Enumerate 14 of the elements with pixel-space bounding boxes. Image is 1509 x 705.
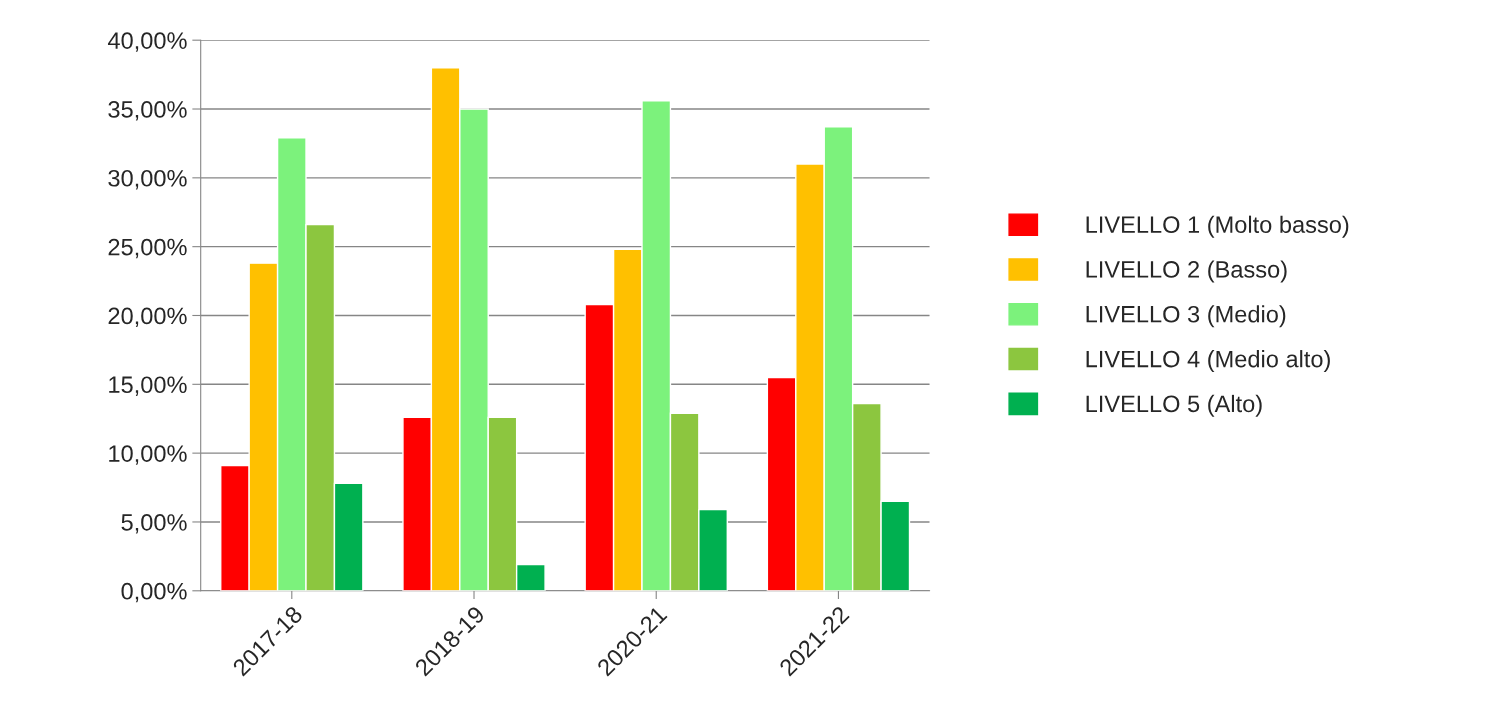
y-tick-label: 15,00%: [109, 376, 187, 396]
y-tick-label: 40,00%: [107, 32, 187, 52]
legend-label: LIVELLO 4 (Medio alto): [1086, 350, 1330, 373]
y-tick-label: 5,00%: [121, 514, 187, 534]
y-tick-label: 20,00%: [108, 307, 187, 328]
y-tick-label: 30,00%: [108, 169, 187, 190]
legend-label: LIVELLO 2 (Basso): [1086, 260, 1287, 283]
legend-label: LIVELLO 1 (Molto basso): [1086, 215, 1349, 238]
y-tick-label: 0,00%: [121, 582, 187, 603]
legend-label: LIVELLO 3 (Medio): [1086, 305, 1286, 328]
legend-label: LIVELLO 5 (Alto): [1086, 394, 1262, 417]
y-tick-label: 35,00%: [108, 101, 187, 121]
y-tick-label: 25,00%: [108, 238, 187, 259]
y-tick-label: 10,00%: [109, 445, 187, 465]
